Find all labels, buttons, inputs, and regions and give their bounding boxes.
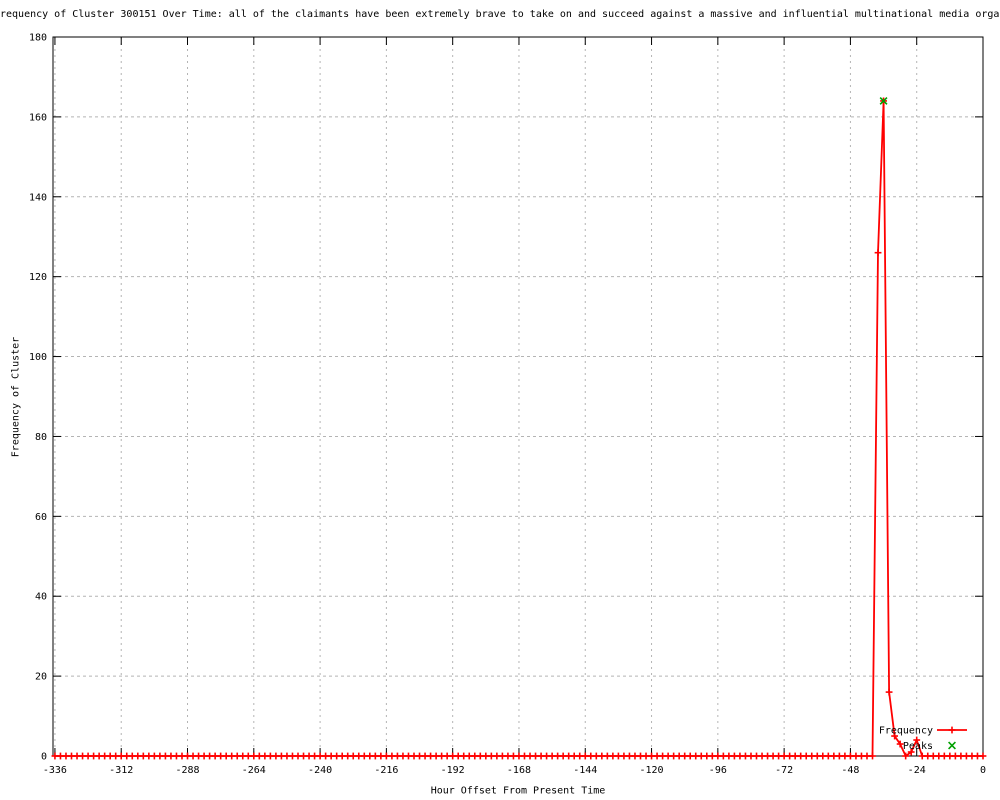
plot-border — [52, 36, 984, 757]
y-tick-label: 20 — [35, 672, 47, 683]
y-tick-label: 100 — [29, 352, 47, 363]
legend-sample-marker — [948, 741, 956, 750]
x-tick-label: -216 — [374, 765, 398, 776]
x-tick-label: 0 — [980, 765, 986, 776]
chart-title: requency of Cluster 300151 Over Time: al… — [0, 9, 1000, 20]
x-tick-label: -72 — [775, 765, 793, 776]
y-tick-label: 40 — [35, 592, 47, 603]
x-tick-label: -288 — [175, 765, 199, 776]
x-tick-label: -312 — [109, 765, 133, 776]
x-tick-label: -144 — [573, 765, 597, 776]
x-tick-label: -264 — [242, 765, 266, 776]
x-tick-label: -48 — [841, 765, 859, 776]
x-tick-label: -96 — [709, 765, 727, 776]
x-tick-label: -192 — [441, 765, 465, 776]
x-axis-label: Hour Offset From Present Time — [430, 785, 606, 797]
y-axis-label: Frequency of Cluster — [10, 336, 22, 458]
peaks-point-marker — [879, 96, 888, 105]
x-tick-label: -168 — [507, 765, 531, 776]
y-tick-label: 0 — [41, 752, 47, 763]
x-tick-label: -240 — [308, 765, 332, 776]
x-tick-label: -24 — [908, 765, 926, 776]
y-tick-label: 160 — [29, 112, 47, 123]
y-tick-label: 140 — [29, 192, 47, 203]
y-tick-label: 80 — [35, 432, 47, 443]
y-tick-label: 60 — [35, 512, 47, 523]
legend-label-peaks: Peaks — [903, 741, 933, 752]
y-tick-label: 120 — [29, 272, 47, 283]
x-tick-label: -336 — [43, 765, 67, 776]
legend-label-frequency: Frequency — [879, 726, 933, 737]
x-tick-label: -120 — [640, 765, 664, 776]
y-tick-label: 180 — [29, 33, 47, 44]
